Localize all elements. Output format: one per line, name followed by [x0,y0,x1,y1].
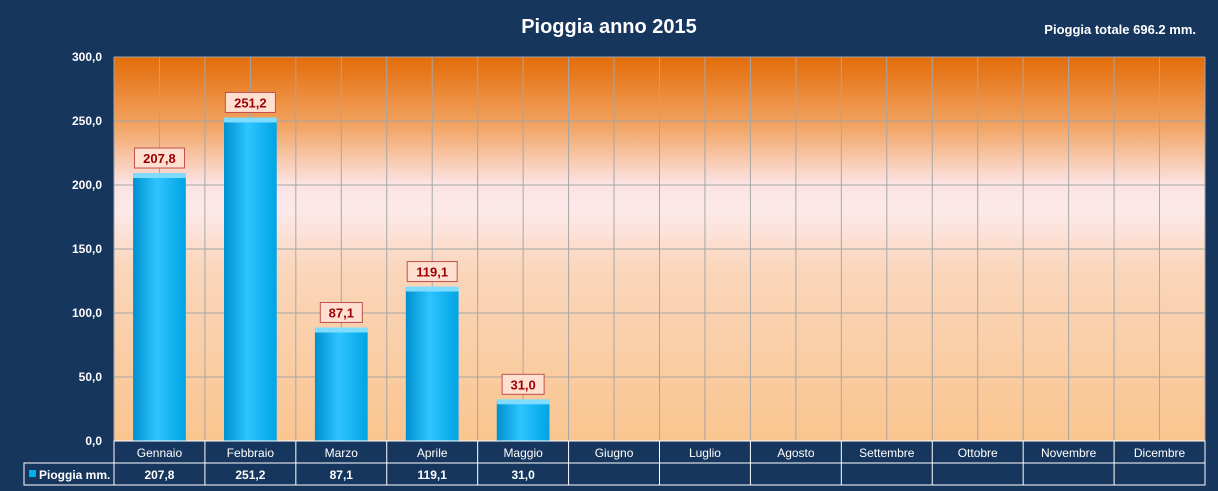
x-tick-label: Settembre [859,446,915,460]
bar-top [405,286,459,292]
bar [496,401,550,441]
bar-top [496,399,550,405]
y-tick-label: 200,0 [72,178,102,192]
bar [224,119,277,442]
x-tick-label: Marzo [325,446,359,460]
table-value: 119,1 [418,468,448,482]
series-name: Pioggia mm. [39,468,110,482]
total-rain-label: Pioggia totale 696.2 mm. [1044,22,1196,37]
bar [314,329,368,441]
bars [133,117,550,442]
x-tick-label: Febbraio [227,446,275,460]
table-value: 87,1 [330,468,354,482]
data-label: 87,1 [329,306,354,321]
x-tick-label: Giugno [595,446,634,460]
legend-key [29,470,36,477]
y-tick-label: 300,0 [72,50,102,64]
data-label: 207,8 [143,151,176,166]
x-tick-label: Gennaio [137,446,183,460]
bar-top [133,173,186,179]
data-label: 251,2 [234,95,267,110]
bar-top [314,327,368,333]
x-tick-label: Dicembre [1134,446,1186,460]
x-tick-label: Agosto [777,446,815,460]
x-tick-label: Maggio [503,446,543,460]
y-tick-label: 150,0 [72,242,102,256]
data-table: Gennaio 207,8 Febbraio 251,2 Marzo 87,1 Aprile… [23,440,1206,486]
x-tick-label: Aprile [417,446,448,460]
data-label: 119,1 [416,265,448,280]
bar [133,175,186,442]
data-label-box [406,261,458,283]
data-label-box [224,91,276,113]
chart-title: Pioggia anno 2015 [521,16,697,38]
bar [405,288,459,441]
data-label-box [319,302,363,324]
y-tick-label: 250,0 [72,114,102,128]
x-tick-label: Ottobre [958,446,998,460]
y-axis: 0,0 50,0 100,0 150,0 200,0 250,0 300,0 [72,50,102,448]
y-tick-label: 100,0 [72,306,102,320]
bar-top [224,117,277,123]
y-tick-label: 50,0 [79,370,103,384]
x-tick-label: Novembre [1041,446,1097,460]
x-tick-label: Luglio [689,446,721,460]
table-value: 31,0 [511,468,535,482]
data-label: 31,0 [510,377,535,392]
y-tick-label: 0,0 [85,434,102,448]
data-label-box [133,147,185,169]
table-value: 207,8 [144,468,174,482]
data-label-box [501,373,545,395]
table-value: 251,2 [235,468,265,482]
table-series-row [23,462,1206,486]
data-labels: 207,8 251,2 87,1 119,1 31,0 [133,91,545,395]
